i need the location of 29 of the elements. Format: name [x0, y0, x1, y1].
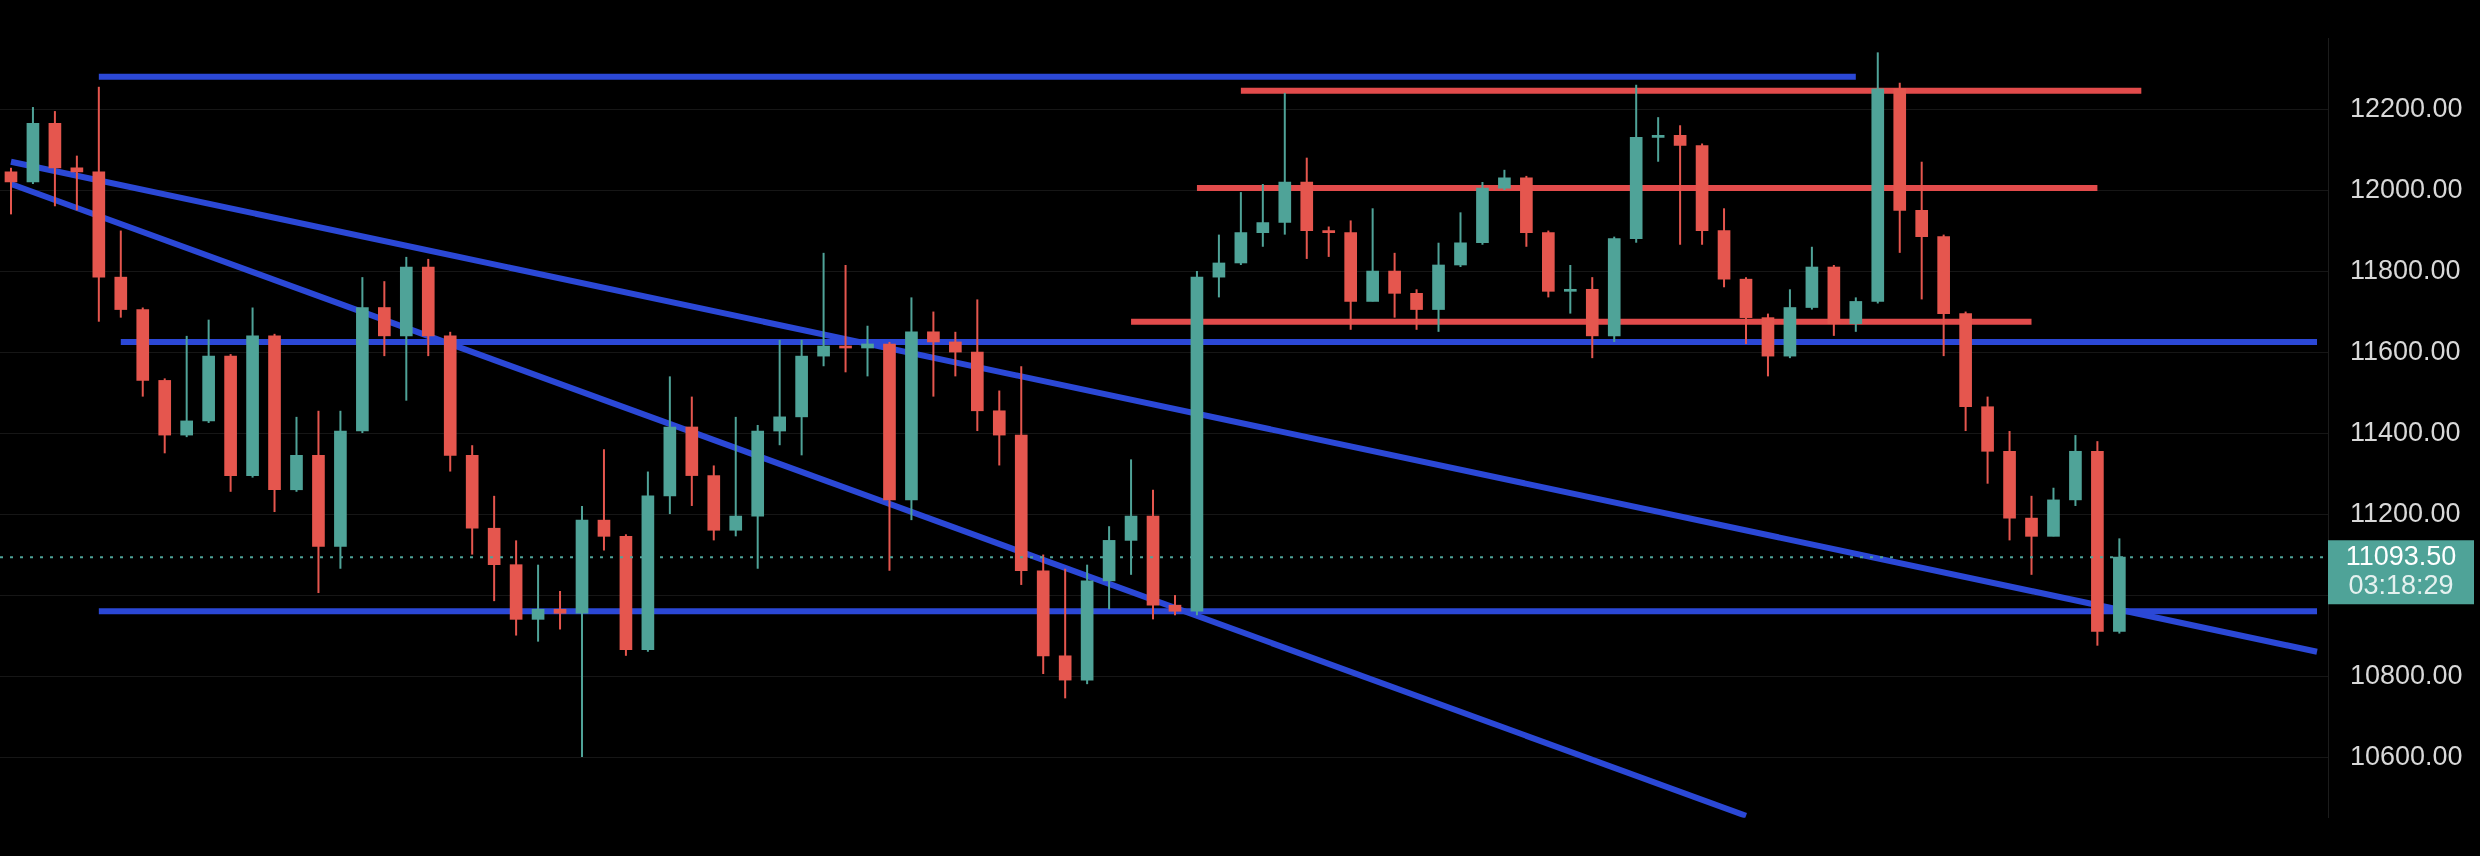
- candlestick: [553, 590, 567, 631]
- candlestick: [597, 448, 611, 552]
- y-tick-label: 11800.00: [2350, 254, 2461, 285]
- candlestick: [729, 415, 743, 538]
- ref-line-label: 11093.50: [2345, 540, 2457, 571]
- y-tick-label: 11600.00: [2350, 335, 2461, 366]
- candlestick: [531, 563, 545, 643]
- candlestick: [1498, 168, 1511, 192]
- y-tick-label: 10600.00: [2350, 740, 2463, 771]
- candlestick: [70, 154, 84, 212]
- y-tick-label: 11400.00: [2350, 416, 2461, 447]
- candlestick: [2025, 494, 2038, 576]
- y-tick-label: 12200.00: [2350, 92, 2463, 123]
- candlestick: [1651, 116, 1665, 163]
- candlestick: [1563, 263, 1577, 315]
- candlestick: [1454, 211, 1467, 269]
- candlestick: [1256, 183, 1270, 248]
- y-tick-label: 11200.00: [2350, 497, 2461, 528]
- candlestick: [1849, 296, 1863, 333]
- candlestick: [949, 330, 962, 378]
- candlestick: [927, 310, 940, 398]
- candlestick: [773, 338, 786, 447]
- y-tick-label: 12000.00: [2350, 173, 2463, 204]
- y-tick-label: 10800.00: [2350, 659, 2463, 690]
- text: 03:18:29: [2348, 569, 2454, 600]
- candlestick: [817, 251, 830, 368]
- candlestick: [180, 334, 194, 439]
- candlestick: [1322, 225, 1336, 258]
- candlestick: [1168, 594, 1182, 617]
